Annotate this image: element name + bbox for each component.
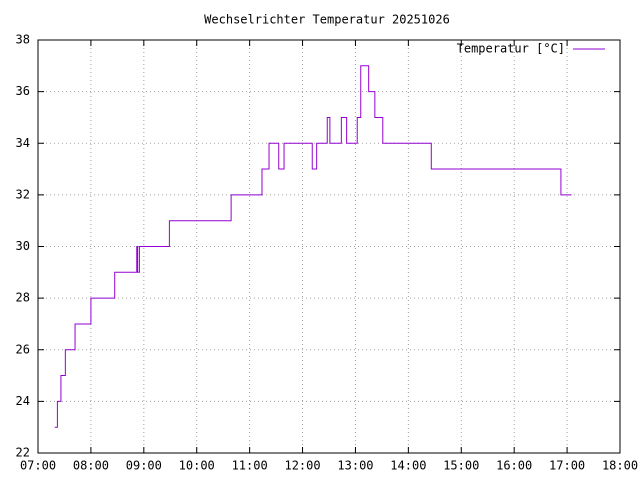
x-tick-label: 18:00 — [602, 459, 638, 473]
x-tick-label: 13:00 — [337, 459, 373, 473]
legend-label: Temperatur [°C] — [457, 42, 565, 56]
x-tick-label: 09:00 — [126, 459, 162, 473]
x-tick-label: 16:00 — [496, 459, 532, 473]
x-tick-label: 17:00 — [549, 459, 585, 473]
y-tick-label: 32 — [16, 187, 30, 201]
x-tick-label: 10:00 — [179, 459, 215, 473]
y-tick-label: 38 — [16, 33, 30, 47]
y-tick-label: 24 — [16, 394, 30, 408]
x-tick-label: 12:00 — [284, 459, 320, 473]
x-tick-label: 14:00 — [390, 459, 426, 473]
x-tick-label: 11:00 — [232, 459, 268, 473]
chart-title: Wechselrichter Temperatur 20251026 — [204, 13, 450, 27]
x-tick-label: 07:00 — [20, 459, 56, 473]
y-tick-label: 28 — [16, 291, 30, 305]
plot-border — [37, 39, 621, 454]
y-tick-label: 26 — [16, 342, 30, 356]
data-line — [54, 65, 572, 428]
y-tick-label: 36 — [16, 84, 30, 98]
x-tick-label: 15:00 — [443, 459, 479, 473]
y-tick-label: 34 — [16, 136, 30, 150]
y-tick-label: 22 — [16, 446, 30, 460]
y-tick-label: 30 — [16, 239, 30, 253]
x-tick-label: 08:00 — [73, 459, 109, 473]
